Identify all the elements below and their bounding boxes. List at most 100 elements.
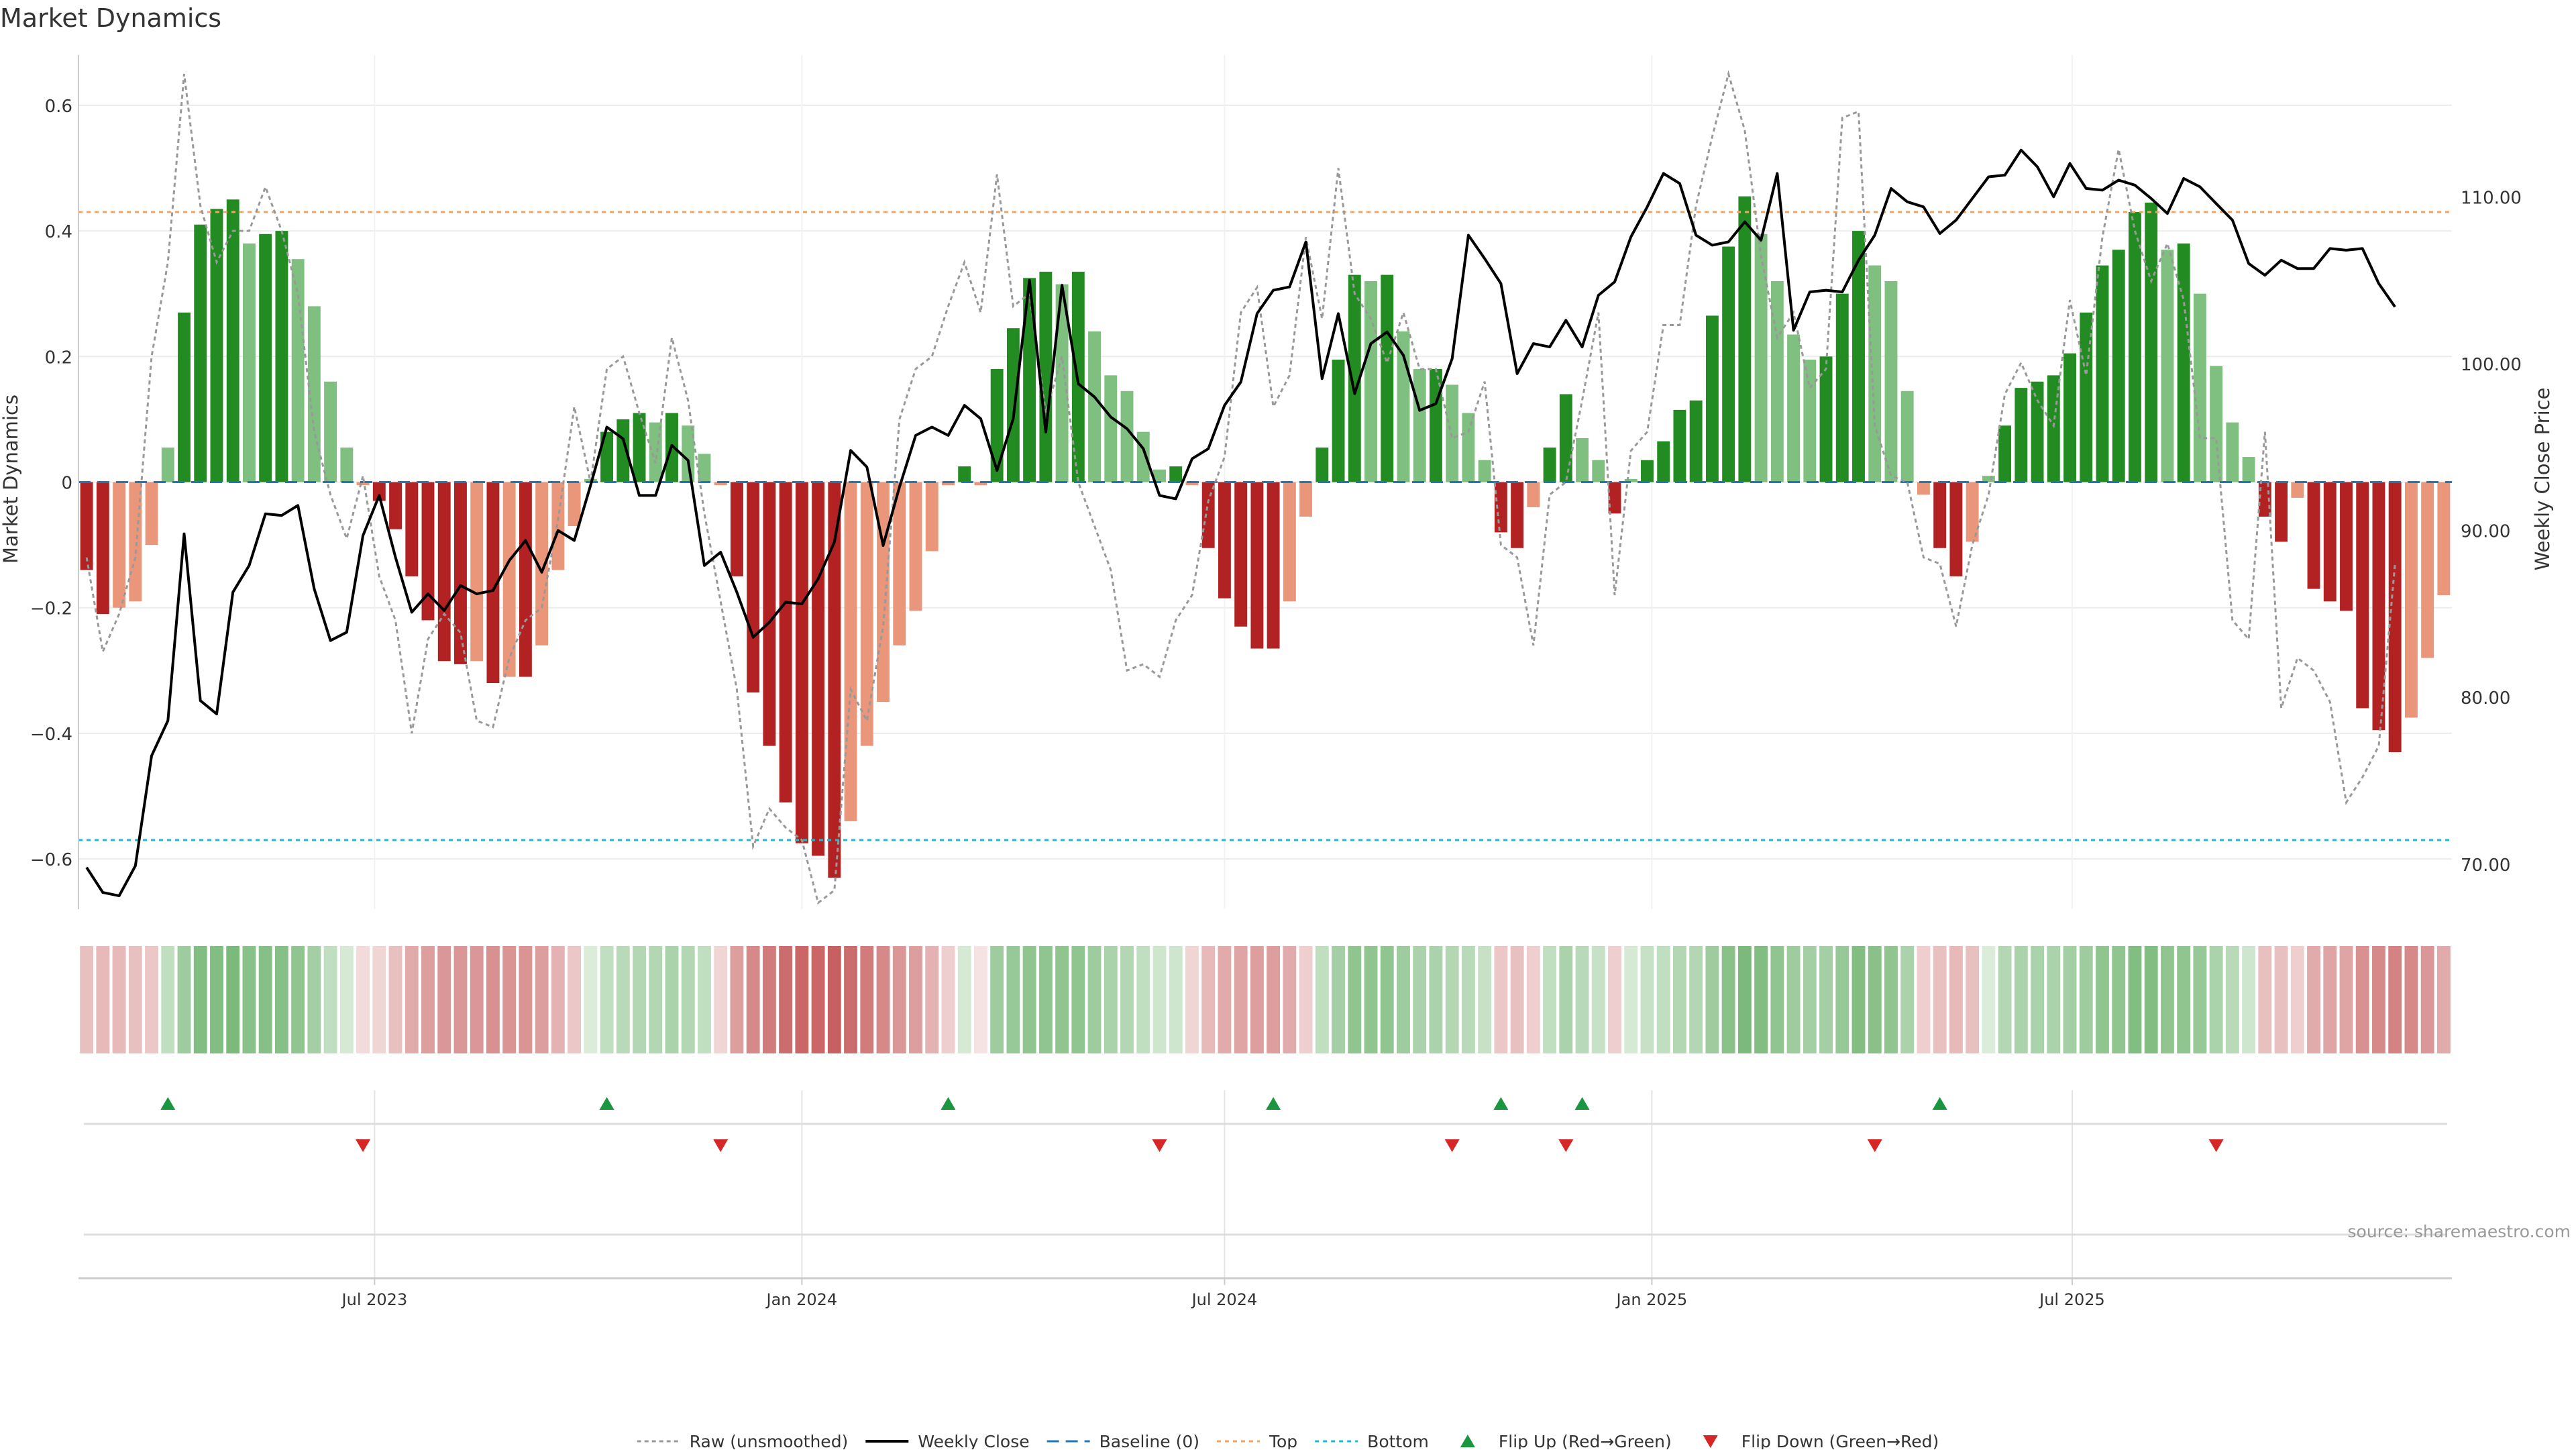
- heat-cell: [973, 946, 987, 1053]
- dynamics-bar: [389, 482, 402, 529]
- heat-cell: [1900, 946, 1915, 1053]
- heat-cell: [112, 946, 126, 1053]
- right-tick-label: 80.00: [2461, 688, 2510, 709]
- dynamics-bar: [747, 482, 760, 693]
- dynamics-bar: [1104, 375, 1118, 482]
- dynamics-bar: [1153, 469, 1166, 482]
- heat-cell: [2031, 946, 2044, 1053]
- x-tick-label: Jul 2025: [2038, 1290, 2105, 1309]
- dynamics-bar: [259, 234, 272, 482]
- dynamics-bar: [1185, 482, 1199, 486]
- dynamics-bar: [178, 312, 191, 482]
- dynamics-bar: [405, 482, 419, 576]
- heat-cell: [1510, 946, 1524, 1053]
- heat-cell: [1364, 946, 1378, 1053]
- heat-cell: [453, 946, 468, 1053]
- dynamics-bar: [2275, 482, 2288, 542]
- dynamics-bar: [2291, 482, 2304, 498]
- right-axis: 70.00 80.00 90.00 100.00 110.00: [2461, 188, 2522, 876]
- heat-cell: [1754, 946, 1768, 1053]
- legend-swatch-flip_up: [1460, 1435, 1475, 1447]
- heat-cell: [1608, 946, 1621, 1053]
- heat-cell: [746, 946, 760, 1053]
- heat-cell: [1819, 946, 1833, 1053]
- legend-label: Top: [1269, 1432, 1297, 1449]
- flip-down-marker: [1867, 1139, 1882, 1152]
- heat-cell: [2096, 946, 2109, 1053]
- dynamics-bar: [226, 199, 239, 482]
- dynamics-bar: [1478, 460, 1491, 482]
- raw-series: [85, 70, 2396, 905]
- heat-cell: [909, 946, 922, 1053]
- heat-cell: [633, 946, 646, 1053]
- heat-cell: [1786, 946, 1801, 1053]
- heat-cell: [1559, 946, 1573, 1053]
- heat-cell: [1185, 946, 1199, 1053]
- dynamics-bar: [1381, 274, 1394, 482]
- dynamics-bar: [812, 482, 825, 856]
- heat-cell: [1624, 946, 1638, 1053]
- legend-flip-down-swatch: [1703, 1435, 1718, 1448]
- heat-cell: [486, 946, 500, 1053]
- dynamics-bar: [714, 482, 727, 486]
- dynamics-bar: [2242, 457, 2255, 482]
- heat-cell: [2047, 946, 2061, 1053]
- heat-cell: [1055, 946, 1069, 1053]
- dynamics-bar: [2161, 250, 2174, 482]
- heat-cell: [2242, 946, 2256, 1053]
- heat-cell: [1851, 946, 1866, 1053]
- heat-cell: [339, 946, 354, 1053]
- heat-cell: [96, 946, 110, 1053]
- dynamics-bar: [324, 381, 337, 482]
- dynamics-bar: [2145, 202, 2158, 482]
- dynamics-bar: [113, 482, 126, 608]
- heat-strip: [80, 946, 2451, 1053]
- dynamics-bar: [1705, 315, 1719, 482]
- heat-cell: [1721, 946, 1735, 1053]
- dynamics-bar: [893, 482, 906, 645]
- dynamics-bar: [1250, 482, 1264, 649]
- dynamics-bar: [925, 482, 938, 552]
- x-axis: Jul 2023 Jan 2024 Jul 2024 Jan 2025 Jul 2025: [341, 1278, 2105, 1309]
- heat-cell: [519, 946, 533, 1053]
- right-tick-label: 70.00: [2461, 855, 2510, 876]
- dynamics-bar: [1819, 356, 1833, 482]
- heat-cell: [2225, 946, 2239, 1053]
- dynamics-bar: [1641, 460, 1654, 482]
- heat-cell: [941, 946, 955, 1053]
- source-label: source: sharemaestro.com: [2348, 1222, 2571, 1241]
- dynamics-bar: [1884, 280, 1898, 482]
- reference-lines: [78, 211, 2452, 841]
- dynamics-bar: [161, 448, 174, 482]
- heat-cell: [1868, 946, 1882, 1053]
- heat-cell: [876, 946, 890, 1053]
- dynamics-bar: [2388, 482, 2402, 752]
- dynamics-bar: [2340, 482, 2353, 611]
- heat-cell: [779, 946, 793, 1053]
- dynamics-bar: [877, 482, 890, 703]
- heat-cell: [1201, 946, 1216, 1053]
- heat-cell: [1071, 946, 1085, 1053]
- heat-cell: [405, 946, 419, 1053]
- heat-cell: [1917, 946, 1931, 1053]
- y-axis-label-left: Market Dynamics: [0, 395, 22, 564]
- legend-label: Raw (unsmoothed): [690, 1432, 849, 1449]
- heat-cell: [145, 946, 158, 1053]
- heat-cell: [1169, 946, 1183, 1053]
- dynamics-bar: [1673, 409, 1686, 482]
- dynamics-bar: [1039, 271, 1053, 482]
- heat-cell: [1380, 946, 1394, 1053]
- dynamics-bar: [1966, 482, 1979, 542]
- heat-cell: [421, 946, 435, 1053]
- dynamics-bar: [1835, 293, 1849, 482]
- legend-swatch-flip_down: [1703, 1435, 1718, 1448]
- dynamics-bar: [2015, 388, 2028, 482]
- dynamics-bar: [1722, 246, 1735, 482]
- heat-cell: [551, 946, 565, 1053]
- heat-cell: [1397, 946, 1410, 1053]
- dynamics-bar: [2096, 265, 2109, 482]
- dynamics-bar: [2323, 482, 2337, 602]
- raw-line: [85, 70, 2396, 905]
- heat-cell: [2404, 946, 2418, 1053]
